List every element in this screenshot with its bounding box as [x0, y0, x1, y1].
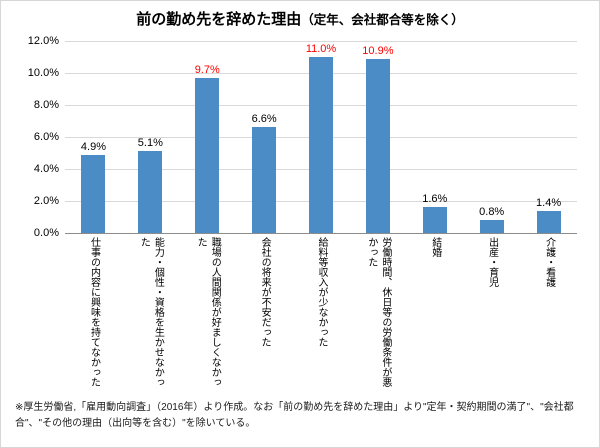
category-label: 職場の人間関係が好ましくなかった: [195, 237, 221, 387]
bar-column: 5.1%: [122, 41, 179, 233]
y-axis-tick-label: 10.0%: [27, 67, 59, 79]
chart-title-main: 前の勤め先を辞めた理由: [136, 11, 302, 28]
bar-column: 9.7%: [179, 41, 236, 233]
bar-value-label: 6.6%: [251, 113, 277, 126]
category-label: 介護・看護: [543, 237, 555, 287]
category-cell: 能力・個性・資格を生かせなかった: [122, 237, 179, 392]
bar-column: 6.6%: [236, 41, 293, 233]
category-cell: 仕事の内容に興味を持てなかった: [65, 237, 122, 392]
chart-title: 前の勤め先を辞めた理由（定年、会社都合等を除く）: [13, 9, 587, 31]
bar-column: 0.8%: [463, 41, 520, 233]
y-axis-tick-label: 4.0%: [33, 163, 59, 175]
bar: [479, 220, 504, 233]
bar-column: 1.4%: [520, 41, 577, 233]
chart-title-sub: （定年、会社都合等を除く）: [301, 13, 464, 27]
category-label: 仕事の内容に興味を持てなかった: [88, 237, 100, 387]
category-label: 給料等収入が少なかった: [316, 237, 327, 347]
category-cell: 会社の将来が不安だった: [236, 237, 293, 392]
category-label: 会社の将来が不安だった: [259, 237, 271, 347]
category-cell: 出産・育児: [463, 237, 520, 392]
category-cell: 介護・看護: [520, 237, 577, 392]
bar-value-label: 11.0%: [305, 43, 337, 55]
category-label: 能力・個性・資格を生かせなかった: [138, 237, 164, 387]
gridline: [65, 41, 577, 42]
y-axis-tick-label: 0.0%: [33, 227, 59, 239]
source-footnote: ※厚生労働省,「雇用動向調査」（2016年）より作成。なお「前の勤め先を辞めた理…: [15, 402, 574, 429]
category-label: 労働時間、休日等の労働条件が悪かった: [365, 237, 391, 387]
bar: [365, 58, 390, 233]
bar: [81, 154, 106, 233]
plot-area: 0.0% 2.0% 4.0% 6.0% 8.0% 10.0% 12.0% 4.9% 5.1% 9.…: [28, 35, 577, 239]
bar: [195, 77, 220, 233]
y-axis-tick-label: 6.0%: [33, 131, 59, 143]
bar-value-label: 5.1%: [137, 137, 163, 150]
bars-container: 4.9% 5.1% 9.7% 6.6% 11.0% 10.9% 1.6% 0.8% 1.4%: [65, 41, 577, 233]
bar-value-label: 9.7%: [194, 63, 220, 76]
bar-value-label: 10.9%: [362, 44, 394, 57]
y-axis-tick-label: 2.0%: [33, 195, 59, 207]
category-cell: 職場の人間関係が好ましくなかった: [179, 237, 236, 392]
category-label: 結婚: [429, 237, 441, 257]
bar-value-label: 1.6%: [422, 193, 448, 206]
bar: [536, 210, 561, 233]
bar-value-label: 1.4%: [536, 196, 562, 209]
bar: [138, 151, 163, 233]
bar-column: 4.9%: [65, 41, 122, 233]
bar: [422, 207, 447, 233]
y-axis-tick-label: 8.0%: [33, 99, 59, 111]
category-cell: 結婚: [406, 237, 463, 392]
bar-column: 1.6%: [406, 41, 463, 233]
bar-column: 11.0%: [293, 41, 350, 233]
bar-column: 10.9%: [349, 41, 406, 233]
gridline: [65, 233, 577, 234]
bar: [252, 127, 277, 233]
category-cell: 労働時間、休日等の労働条件が悪かった: [349, 237, 406, 392]
bar-value-label: 4.9%: [80, 140, 106, 153]
bar: [309, 57, 333, 233]
category-label: 出産・育児: [486, 237, 498, 287]
category-axis: 仕事の内容に興味を持てなかった 能力・個性・資格を生かせなかった 職場の人間関係が好…: [65, 237, 577, 392]
category-cell: 給料等収入が少なかった: [293, 237, 350, 392]
bar-value-label: 0.8%: [479, 206, 505, 219]
y-axis-tick-label: 12.0%: [27, 35, 59, 47]
